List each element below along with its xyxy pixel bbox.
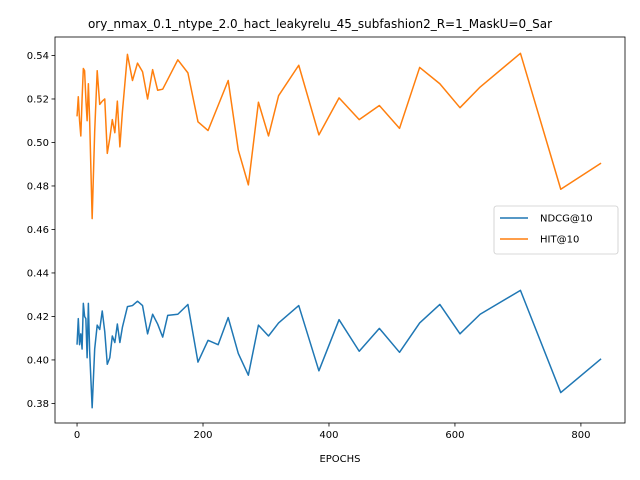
y-tick-label-0: 0.38 <box>27 399 49 410</box>
x-tick-label-2: 400 <box>319 430 338 441</box>
y-tick-label-1: 0.40 <box>27 355 49 366</box>
x-tick-label-0: 0 <box>74 430 80 441</box>
y-tick-label-5: 0.48 <box>27 181 49 192</box>
y-tick-label-2: 0.42 <box>27 312 49 323</box>
legend-label-1: HIT@10 <box>540 235 579 246</box>
axis-ticks: 0 200 400 600 800 0.38 0.40 0.42 0.44 0.46 0.48 0.5… <box>27 51 591 441</box>
x-axis-label: EPOCHS <box>319 454 360 465</box>
x-tick-label-4: 800 <box>571 430 590 441</box>
chart-title: ory_nmax_0.1_ntype_2.0_hact_leakyrelu_45… <box>88 17 552 31</box>
x-tick-label-1: 200 <box>193 430 212 441</box>
series-lines <box>76 52 602 409</box>
series-line-hit-10 <box>76 52 602 220</box>
y-tick-label-8: 0.54 <box>27 51 49 62</box>
y-tick-label-3: 0.44 <box>27 268 49 279</box>
x-tick-label-3: 600 <box>445 430 464 441</box>
plot-area-frame <box>54 36 626 424</box>
series-line-ndcg-10 <box>76 289 602 409</box>
y-tick-label-6: 0.50 <box>27 138 49 149</box>
legend-label-0: NDCG@10 <box>540 214 593 225</box>
y-tick-label-7: 0.52 <box>27 94 49 105</box>
legend: NDCG@10 HIT@10 <box>493 205 619 255</box>
y-tick-label-4: 0.46 <box>27 225 49 236</box>
